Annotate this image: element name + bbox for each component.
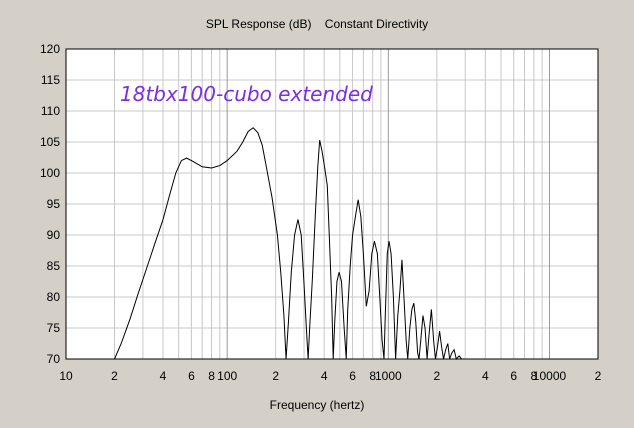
- y-tick-label: 110: [41, 104, 60, 118]
- x-tick-label: 4: [160, 369, 167, 383]
- x-tick-label: 10000: [533, 369, 567, 383]
- x-tick-label: 100: [217, 369, 237, 383]
- x-tick-label: 1000: [375, 369, 402, 383]
- plot-frame: [65, 48, 599, 360]
- y-tick-label: 70: [47, 352, 61, 366]
- x-tick-label: 8: [369, 369, 376, 383]
- x-tick-label: 6: [188, 369, 195, 383]
- x-tick-label: 2: [272, 369, 279, 383]
- chart-title: SPL Response (dB) Constant Directivity: [206, 17, 428, 31]
- x-tick-label: 8: [208, 369, 215, 383]
- y-tick-label: 90: [47, 228, 61, 242]
- x-axis-label: Frequency (hertz): [270, 398, 365, 412]
- x-tick-label: 2: [433, 369, 440, 383]
- x-tick-label: 6: [349, 369, 356, 383]
- x-tick-label: 2: [111, 369, 118, 383]
- y-tick-label: 115: [41, 73, 60, 87]
- x-tick-label: 8: [531, 369, 538, 383]
- x-tick-label: 10: [59, 369, 73, 383]
- y-tick-label: 95: [47, 197, 61, 211]
- y-tick-label: 105: [40, 135, 60, 149]
- y-axis-ticks: 70 75 80 85 90 95 100 105 110 115 120: [40, 42, 60, 366]
- y-tick-label: 80: [47, 290, 61, 304]
- x-tick-label: 4: [321, 369, 328, 383]
- spl-response-line: [114, 127, 466, 361]
- y-tick-label: 85: [47, 259, 61, 273]
- x-tick-label: 2: [595, 369, 602, 383]
- y-tick-label: 100: [40, 166, 60, 180]
- y-tick-label: 75: [47, 321, 61, 335]
- axis-frame: [65, 48, 599, 360]
- chart-annotation: 18tbx100-cubo extended: [120, 82, 373, 106]
- y-tick-label: 120: [40, 42, 60, 56]
- x-tick-label: 6: [510, 369, 517, 383]
- x-tick-label: 4: [482, 369, 489, 383]
